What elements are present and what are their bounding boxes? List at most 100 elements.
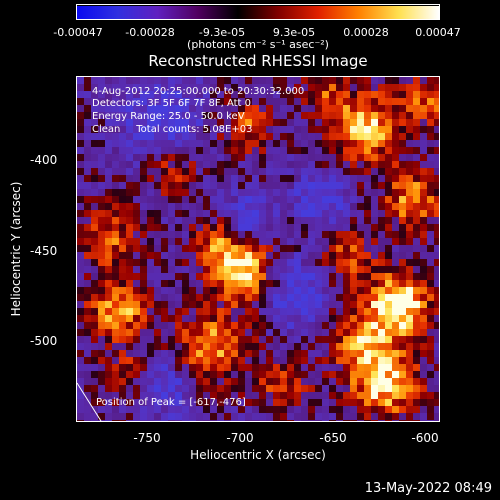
heatmap-cell (161, 203, 168, 210)
heatmap-cell (259, 399, 266, 406)
heatmap-cell (294, 77, 301, 84)
heatmap-cell (217, 420, 224, 421)
heatmap-cell (189, 266, 196, 273)
heatmap-cell (168, 112, 175, 119)
heatmap-cell (147, 147, 154, 154)
heatmap-cell (231, 245, 238, 252)
heatmap-cell (273, 413, 280, 420)
heatmap-cell (98, 336, 105, 343)
heatmap-cell (315, 322, 322, 329)
heatmap-cell (182, 168, 189, 175)
heatmap-cell (126, 112, 133, 119)
heatmap-cell (364, 140, 371, 147)
heatmap-cell (98, 196, 105, 203)
heatmap-cell (392, 84, 399, 91)
heatmap-cell (252, 217, 259, 224)
heatmap-cell (273, 301, 280, 308)
heatmap-cell (343, 154, 350, 161)
heatmap-cell (434, 210, 439, 217)
heatmap-cell (189, 301, 196, 308)
heatmap-cell (105, 392, 112, 399)
heatmap-cell (238, 182, 245, 189)
heatmap-cell (315, 350, 322, 357)
heatmap-cell (280, 91, 287, 98)
heatmap-cell (231, 259, 238, 266)
heatmap-cell (357, 294, 364, 301)
heatmap-cell (413, 266, 420, 273)
heatmap-cell (182, 329, 189, 336)
heatmap-cell (308, 252, 315, 259)
heatmap-cell (329, 133, 336, 140)
heatmap-cell (329, 336, 336, 343)
heatmap-cell (301, 329, 308, 336)
heatmap-cell (112, 140, 119, 147)
heatmap-cell (273, 294, 280, 301)
heatmap-cell (224, 182, 231, 189)
heatmap-cell (294, 392, 301, 399)
heatmap-cell (273, 147, 280, 154)
heatmap-cell (315, 182, 322, 189)
heatmap-cell (392, 147, 399, 154)
heatmap-cell (77, 329, 84, 336)
heatmap-cell (392, 336, 399, 343)
heatmap-cell (399, 126, 406, 133)
heatmap-cell (301, 196, 308, 203)
heatmap-cell (168, 140, 175, 147)
heatmap-cell (301, 217, 308, 224)
heatmap-cell (98, 84, 105, 91)
heatmap-cell (392, 378, 399, 385)
heatmap-cell (294, 336, 301, 343)
heatmap-cell (252, 112, 259, 119)
heatmap-cell (161, 231, 168, 238)
heatmap-cell (420, 329, 427, 336)
heatmap-cell (91, 112, 98, 119)
heatmap-cell (119, 413, 126, 420)
heatmap-cell (98, 350, 105, 357)
heatmap-cell (133, 231, 140, 238)
heatmap-cell (217, 140, 224, 147)
heatmap-cell (245, 133, 252, 140)
heatmap-cell (84, 77, 91, 84)
heatmap-cell (231, 322, 238, 329)
heatmap-cell (315, 105, 322, 112)
heatmap-cell (91, 161, 98, 168)
heatmap-cell (105, 182, 112, 189)
heatmap-cell (315, 280, 322, 287)
heatmap-cell (413, 294, 420, 301)
colorbar-tick-label: 0.00028 (343, 26, 389, 39)
heatmap-cell (343, 161, 350, 168)
heatmap-cell (84, 322, 91, 329)
heatmap-cell (147, 315, 154, 322)
heatmap-cell (420, 343, 427, 350)
heatmap-cell (371, 420, 378, 421)
heatmap-cell (133, 224, 140, 231)
heatmap-cell (301, 266, 308, 273)
heatmap-cell (112, 406, 119, 413)
heatmap-cell (84, 287, 91, 294)
heatmap-cell (266, 287, 273, 294)
heatmap-cell (427, 287, 434, 294)
heatmap-cell (413, 105, 420, 112)
colorbar-tick-label: -0.00047 (53, 26, 103, 39)
heatmap-cell (406, 140, 413, 147)
heatmap-cell (280, 259, 287, 266)
heatmap-cell (315, 119, 322, 126)
heatmap-cell (378, 84, 385, 91)
heatmap-cell (420, 371, 427, 378)
heatmap-cell (378, 119, 385, 126)
heatmap-cell (371, 413, 378, 420)
heatmap-cell (259, 322, 266, 329)
heatmap-cell (266, 280, 273, 287)
heatmap-cell (252, 224, 259, 231)
heatmap-cell (273, 126, 280, 133)
heatmap-cell (294, 406, 301, 413)
heatmap-cell (217, 329, 224, 336)
heatmap-cell (203, 315, 210, 322)
heatmap-cell (77, 420, 84, 421)
heatmap-cell (196, 420, 203, 421)
heatmap-cell (175, 280, 182, 287)
heatmap-cell (399, 385, 406, 392)
heatmap-cell (161, 133, 168, 140)
heatmap-cell (378, 329, 385, 336)
heatmap-cell (413, 371, 420, 378)
